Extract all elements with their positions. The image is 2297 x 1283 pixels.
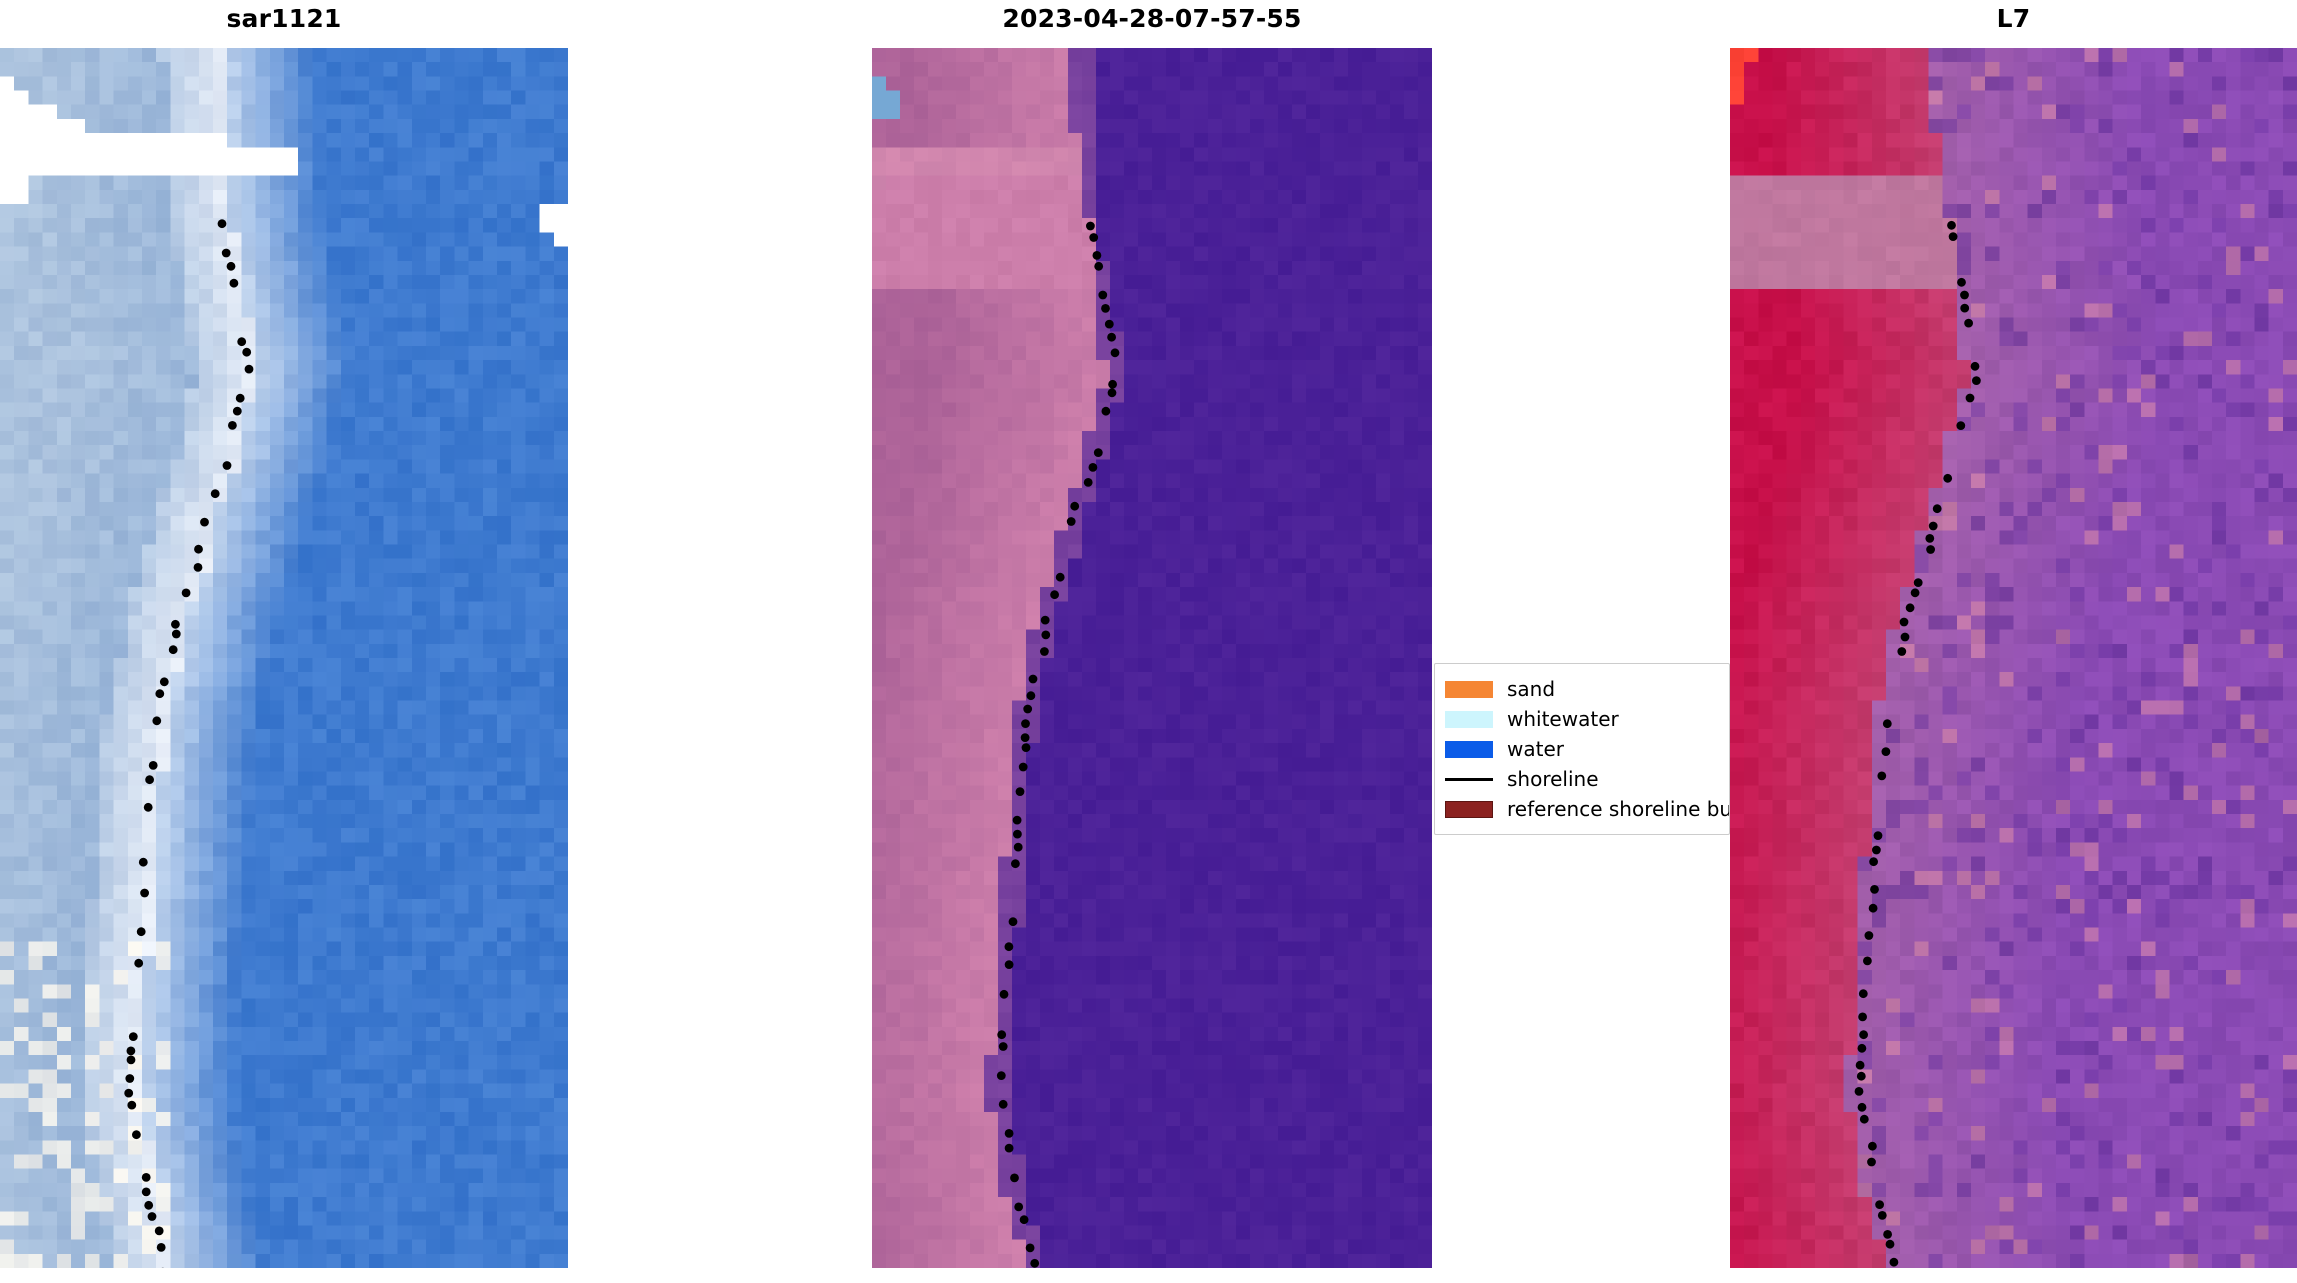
raster-middle <box>872 48 1432 1268</box>
panel-title-left: sar1121 <box>226 4 342 33</box>
legend-label-water: water <box>1507 737 1564 761</box>
panel-title-right: L7 <box>1996 4 2031 33</box>
legend-label-whitewater: whitewater <box>1507 707 1619 731</box>
legend-swatch-water <box>1445 740 1493 758</box>
legend-label-reference-shoreline-buffer: reference shoreline bu <box>1507 797 1730 821</box>
panel-left-sar[interactable] <box>0 48 568 1268</box>
legend-item-shoreline: shoreline <box>1435 764 1729 794</box>
legend-item-sand: sand <box>1435 674 1729 704</box>
legend-swatch-reference-shoreline-buffer <box>1445 800 1493 818</box>
legend-label-shoreline: shoreline <box>1507 767 1599 791</box>
raster-left <box>0 48 568 1268</box>
legend-swatch-sand <box>1445 680 1493 698</box>
legend-item-water: water <box>1435 734 1729 764</box>
legend-item-reference-shoreline-buffer: reference shoreline bu <box>1435 794 1729 824</box>
panel-title-middle: 2023-04-28-07-57-55 <box>1002 4 1302 33</box>
panel-right-l7[interactable] <box>1730 48 2297 1268</box>
legend-box: sand whitewater water shoreline referenc… <box>1434 663 1730 835</box>
raster-right <box>1730 48 2297 1268</box>
panel-middle-classified[interactable] <box>872 48 1432 1268</box>
legend-swatch-whitewater <box>1445 710 1493 728</box>
legend-label-sand: sand <box>1507 677 1556 701</box>
legend-line-shoreline <box>1445 771 1493 788</box>
legend-item-whitewater: whitewater <box>1435 704 1729 734</box>
